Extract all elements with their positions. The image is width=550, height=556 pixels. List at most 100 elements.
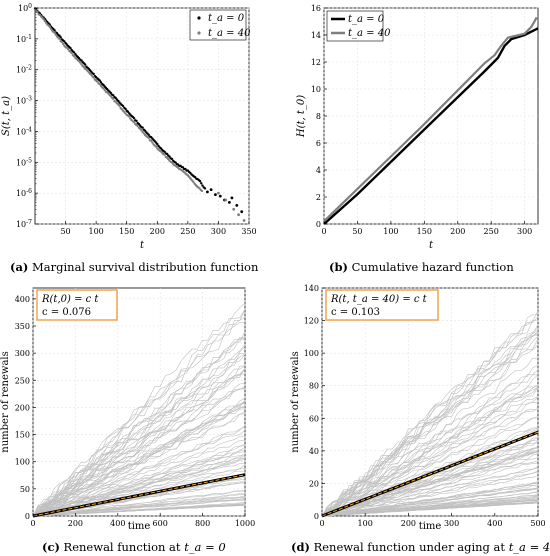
x-axis-label-b: t bbox=[429, 240, 434, 251]
annotation-line1-c: R(t,0) = c t bbox=[41, 294, 99, 305]
trajectory-d bbox=[321, 387, 539, 517]
data-point-a-1 bbox=[36, 10, 39, 14]
data-point-a-0 bbox=[181, 166, 185, 169]
data-point-a-0 bbox=[72, 51, 76, 54]
fit-line-outline-c bbox=[32, 473, 246, 518]
caption-math-d: t_a = 40 bbox=[509, 540, 550, 554]
tick-exponent: -4 bbox=[26, 126, 32, 133]
trajectory-c bbox=[32, 425, 246, 517]
trajectory-c bbox=[32, 454, 246, 517]
y-axis-label-d: number of renewals bbox=[290, 351, 301, 452]
fit-line-d bbox=[321, 431, 539, 517]
trajectory-c bbox=[32, 405, 246, 517]
data-point-a-1 bbox=[150, 139, 153, 142]
annotation-box-d bbox=[325, 289, 439, 321]
trajectory-d bbox=[322, 447, 538, 517]
x-tick-label: 100 bbox=[358, 519, 373, 528]
grid-a bbox=[35, 7, 250, 225]
data-point-a-1 bbox=[60, 40, 64, 44]
data-point-a-0 bbox=[109, 91, 113, 95]
trajectory-d bbox=[321, 494, 539, 517]
x-tick-label: 300 bbox=[517, 227, 532, 236]
data-point-a-1 bbox=[54, 33, 57, 36]
data-point-a-1 bbox=[72, 54, 76, 58]
trajectory-c bbox=[32, 365, 246, 517]
trajectory-c bbox=[32, 440, 245, 517]
trajectory-d bbox=[322, 501, 539, 517]
trajectory-c bbox=[32, 425, 246, 517]
data-point-a-1 bbox=[42, 18, 45, 21]
data-point-a-1 bbox=[96, 80, 99, 83]
trajectory-d bbox=[321, 374, 538, 517]
data-point-a-0 bbox=[200, 182, 203, 185]
tick-exponent: -2 bbox=[26, 65, 32, 72]
x-tick-label: 500 bbox=[530, 519, 545, 528]
data-point-a-0 bbox=[63, 40, 66, 43]
x-tick-label: 50 bbox=[352, 227, 362, 236]
legend-a: t_a = 0 t_a = 40 bbox=[189, 9, 251, 41]
trajectory-d bbox=[321, 445, 539, 517]
data-point-a-1 bbox=[61, 42, 65, 46]
data-point-a-1 bbox=[70, 51, 73, 55]
legend-marker-a-1 bbox=[197, 31, 201, 35]
data-point-a-1 bbox=[118, 104, 121, 107]
trajectory-c bbox=[32, 504, 246, 517]
series-d bbox=[321, 310, 539, 518]
x-axis-label-a: t bbox=[140, 240, 145, 251]
tail-point-a-1 bbox=[242, 219, 246, 222]
data-point-a-1 bbox=[147, 136, 150, 140]
trajectory-d bbox=[322, 471, 539, 517]
x-tick-label: 50 bbox=[60, 227, 70, 236]
data-point-a-0 bbox=[174, 161, 177, 164]
panel-a: 50 100 150 200 250 300 35010010-110-210-310-41… bbox=[1, 3, 257, 251]
x-tick-label: 600 bbox=[153, 519, 168, 528]
data-point-a-0 bbox=[168, 155, 171, 158]
x-tick-label: 150 bbox=[119, 227, 134, 236]
trajectory-c bbox=[32, 455, 246, 517]
trajectory-c bbox=[32, 402, 246, 517]
data-point-a-1 bbox=[151, 141, 154, 144]
trajectory-d bbox=[321, 467, 539, 517]
y-axis-label-b: H(t, t_0) bbox=[296, 95, 307, 138]
tick-exponent: -5 bbox=[26, 157, 32, 164]
x-tick-label: 0 bbox=[30, 519, 35, 528]
caption-text-d: Renewal function under aging at bbox=[314, 540, 506, 554]
caption-tag-c: (c) bbox=[42, 540, 60, 554]
caption-d: (d) Renewal function under aging at t_a … bbox=[291, 540, 550, 554]
y-tick-label: 10-6 bbox=[16, 188, 32, 198]
y-tick-label: 200 bbox=[15, 403, 30, 412]
y-tick-label: 400 bbox=[15, 295, 30, 304]
annotation-d: R(t, t_a = 40) = c t c = 0.103 bbox=[325, 289, 439, 321]
y-tick-label: 0 bbox=[316, 220, 321, 229]
data-point-a-1 bbox=[142, 132, 145, 135]
y-tick-label: 0 bbox=[25, 512, 30, 521]
y-tick-label: 12 bbox=[311, 58, 321, 67]
tail-point-a-0 bbox=[235, 204, 239, 207]
legend-label-b-1: t_a = 40 bbox=[348, 28, 391, 39]
caption-text-b: Cumulative hazard function bbox=[352, 260, 515, 274]
caption-tag-a: (a) bbox=[10, 260, 28, 274]
trajectory-d bbox=[321, 484, 539, 517]
data-point-a-0 bbox=[80, 59, 83, 62]
trajectory-c bbox=[32, 449, 246, 517]
legend-box-b bbox=[326, 10, 384, 42]
tail-point-a-0 bbox=[214, 193, 217, 197]
grid-b bbox=[323, 7, 538, 225]
y-axis-label-c: number of renewals bbox=[0, 351, 11, 452]
x-tick-label: 100 bbox=[89, 227, 104, 236]
data-point-a-1 bbox=[80, 63, 83, 66]
y-tick-label: 40 bbox=[309, 447, 319, 456]
y-tick-label: 20 bbox=[309, 479, 319, 488]
tick-exponent: -6 bbox=[26, 188, 32, 195]
caption-tag-b: (b) bbox=[329, 260, 348, 274]
tail-point-a-0 bbox=[206, 190, 209, 194]
tick-base: 10 bbox=[16, 97, 26, 106]
series-line-b-0 bbox=[323, 27, 539, 225]
x-tick-label: 250 bbox=[484, 227, 499, 236]
data-point-a-0 bbox=[69, 47, 72, 50]
data-point-a-1 bbox=[49, 27, 53, 30]
y-tick-label: 100 bbox=[18, 3, 32, 13]
y-tick-label: 2 bbox=[316, 193, 321, 202]
ticks-d: 0 100 200 300 400 500 0 20 40 60 80 100 120 140 bbox=[304, 284, 546, 528]
